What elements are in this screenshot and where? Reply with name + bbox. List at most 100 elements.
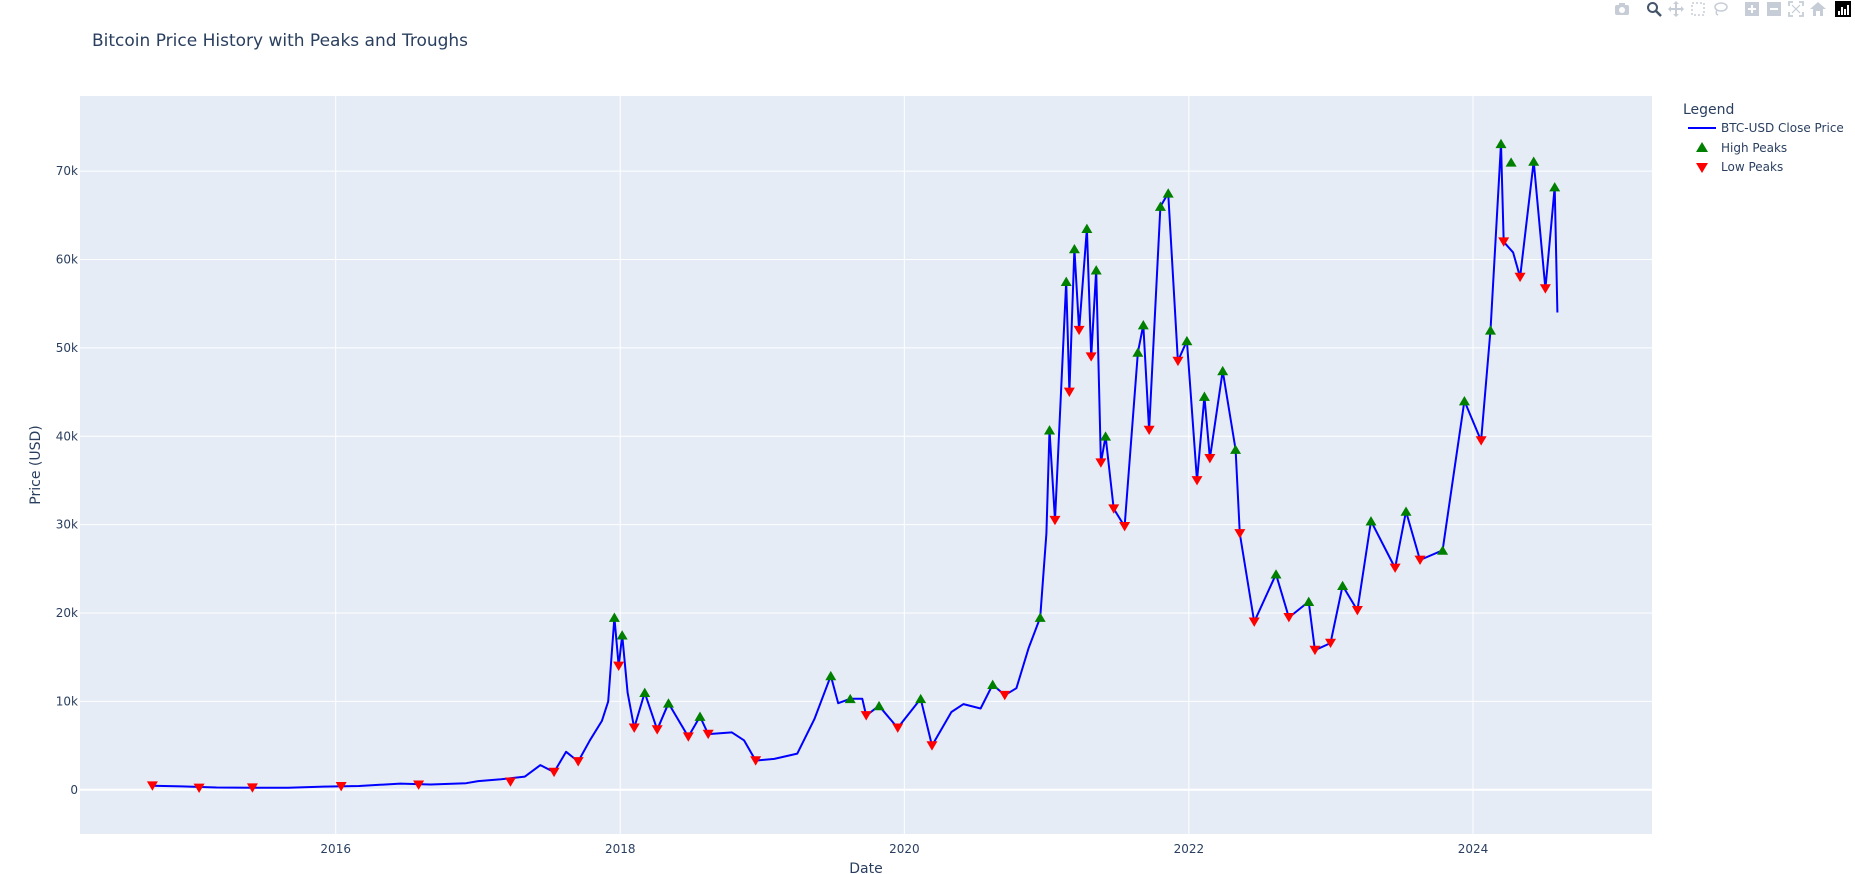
low-peak-marker[interactable] — [246, 783, 258, 793]
x-tick-label: 2016 — [320, 842, 351, 856]
low-peak-marker[interactable] — [1498, 237, 1510, 247]
high-peak-marker[interactable] — [987, 679, 999, 690]
high-peak-marker[interactable] — [1198, 391, 1210, 401]
high-peak-marker[interactable] — [1549, 182, 1561, 192]
plot-background[interactable] — [80, 96, 1652, 834]
high-peak-marker[interactable] — [1458, 395, 1470, 406]
low-peak-marker[interactable] — [682, 732, 694, 742]
low-peak-marker[interactable] — [1073, 325, 1085, 336]
high-peak-marker[interactable] — [1337, 580, 1349, 591]
low-peak-marker[interactable] — [193, 783, 205, 793]
high-peak-marker[interactable] — [1034, 612, 1046, 622]
lasso-select-icon[interactable] — [1709, 0, 1731, 18]
low-peak-marker[interactable] — [1248, 617, 1260, 627]
low-peak-marker[interactable] — [1095, 458, 1107, 468]
high-peak-marker[interactable] — [1060, 276, 1072, 287]
high-peak-marker[interactable] — [639, 687, 651, 697]
high-peak-marker[interactable] — [1437, 545, 1449, 555]
low-peak-marker[interactable] — [613, 661, 625, 672]
legend-item-high-peaks[interactable]: High Peaks — [1696, 141, 1787, 155]
high-peak-marker[interactable] — [1100, 431, 1112, 441]
high-peak-marker[interactable] — [1154, 201, 1166, 211]
high-peak-marker[interactable] — [1505, 157, 1517, 167]
low-peak-marker[interactable] — [1119, 522, 1131, 532]
low-peak-marker[interactable] — [926, 741, 938, 751]
high-peak-marker[interactable] — [1528, 156, 1540, 166]
pan-icon[interactable] — [1665, 0, 1687, 18]
zoom-out-icon[interactable] — [1763, 0, 1785, 18]
low-peak-marker[interactable] — [1143, 425, 1155, 436]
legend-item-close-price[interactable]: BTC-USD Close Price — [1688, 121, 1844, 135]
high-peak-marker[interactable] — [1068, 243, 1080, 254]
low-peak-marker[interactable] — [750, 756, 762, 766]
y-tick-label: 10k — [56, 694, 78, 708]
low-peak-marker[interactable] — [1325, 638, 1337, 649]
high-peak-marker[interactable] — [662, 698, 674, 708]
y-tick-label: 20k — [56, 606, 78, 620]
camera-icon[interactable] — [1611, 0, 1633, 18]
low-peak-marker[interactable] — [1204, 453, 1216, 464]
high-peak-marker[interactable] — [1081, 223, 1093, 233]
low-peak-marker[interactable] — [860, 711, 872, 721]
low-peak-marker[interactable] — [1108, 504, 1120, 514]
high-peak-marker[interactable] — [873, 700, 885, 711]
high-peak-marker[interactable] — [1230, 444, 1242, 454]
high-peak-marker[interactable] — [844, 693, 856, 704]
high-peak-marker[interactable] — [1365, 516, 1377, 526]
high-peak-marker[interactable] — [1270, 569, 1282, 579]
high-peak-marker[interactable] — [1132, 347, 1144, 357]
low-peak-marker[interactable] — [413, 780, 425, 790]
low-peak-marker[interactable] — [628, 723, 640, 733]
low-peak-marker[interactable] — [1475, 436, 1487, 446]
plotly-logo-icon[interactable] — [1835, 1, 1851, 17]
high-peak-marker[interactable] — [1484, 325, 1496, 335]
high-peak-marker[interactable] — [694, 711, 706, 721]
legend-item-low-peaks[interactable]: Low Peaks — [1696, 160, 1783, 174]
low-peak-marker[interactable] — [146, 781, 158, 791]
low-peak-marker[interactable] — [1389, 563, 1401, 573]
low-peak-marker[interactable] — [1191, 476, 1203, 486]
legend-triangle-up-swatch — [1696, 142, 1708, 152]
low-peak-marker[interactable] — [1309, 645, 1321, 656]
high-peak-marker[interactable] — [1090, 265, 1102, 275]
low-peak-marker[interactable] — [504, 777, 516, 787]
box-select-icon[interactable] — [1687, 0, 1709, 18]
low-peak-marker[interactable] — [335, 782, 347, 792]
low-peak-marker[interactable] — [548, 767, 560, 778]
legend-label: BTC-USD Close Price — [1721, 121, 1844, 135]
low-peak-marker[interactable] — [892, 723, 904, 733]
low-peak-marker[interactable] — [1085, 352, 1097, 362]
low-peak-marker[interactable] — [1063, 387, 1075, 398]
high-peak-marker[interactable] — [1495, 138, 1507, 149]
high-peak-marker[interactable] — [1303, 596, 1315, 606]
high-peak-marker[interactable] — [1181, 335, 1193, 346]
low-peak-marker[interactable] — [702, 729, 714, 740]
high-peak-marker[interactable] — [608, 612, 620, 622]
home-icon[interactable] — [1807, 0, 1829, 18]
high-peak-marker[interactable] — [616, 630, 628, 640]
low-peak-marker[interactable] — [1351, 605, 1363, 616]
high-peak-marker[interactable] — [1400, 506, 1412, 516]
high-peak-marker[interactable] — [1162, 188, 1174, 198]
low-peak-marker[interactable] — [999, 690, 1011, 701]
high-peak-marker[interactable] — [1217, 365, 1229, 376]
zoom-icon[interactable] — [1643, 0, 1665, 18]
high-peak-marker[interactable] — [1137, 319, 1149, 330]
high-peak-marker[interactable] — [825, 670, 837, 681]
low-peak-marker[interactable] — [1283, 613, 1295, 623]
high-peak-marker[interactable] — [1044, 425, 1056, 435]
low-peak-marker[interactable] — [572, 757, 584, 767]
zoom-in-icon[interactable] — [1741, 0, 1763, 18]
low-peak-marker[interactable] — [1049, 515, 1061, 526]
low-peak-marker[interactable] — [1172, 356, 1184, 367]
autoscale-icon[interactable] — [1785, 0, 1807, 18]
low-peak-marker[interactable] — [651, 725, 663, 735]
low-peak-marker[interactable] — [1539, 284, 1551, 294]
low-peak-marker[interactable] — [1414, 555, 1426, 565]
high-peak-marker[interactable] — [915, 693, 927, 704]
low-peak-marker[interactable] — [1234, 529, 1246, 539]
low-peak-marker[interactable] — [1514, 272, 1526, 283]
close-price-line[interactable] — [152, 142, 1559, 789]
legend-triangle-down-swatch — [1696, 163, 1708, 173]
y-axis-ticks: 0 10k 20k 30k 40k 50k 60k 70k — [56, 164, 78, 797]
